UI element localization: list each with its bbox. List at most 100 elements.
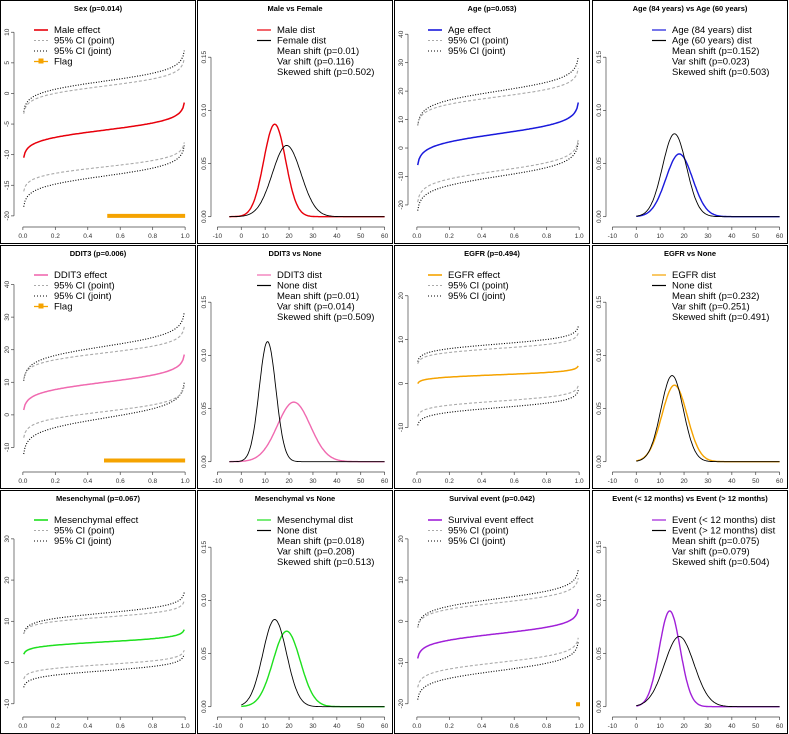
density-line (241, 630, 385, 708)
y-tick-label: -10 (4, 150, 11, 160)
x-tick-label: 50 (357, 723, 365, 730)
chart-panel-11: Survival event (p=0.042) -20 -10 0 10 20 0.0 0.… (394, 490, 590, 734)
ci-joint-upper-line (23, 592, 185, 634)
stat-annotation: Mean shift (p=0.018) (277, 536, 364, 547)
stat-annotation: Skewed shift (p=0.502) (277, 67, 374, 78)
chart-title: Event (< 12 months) vs Event (> 12 month… (612, 494, 768, 503)
y-tick-label: 0.00 (596, 210, 603, 223)
chart-title: Survival event (p=0.042) (449, 494, 535, 503)
x-tick-label: 0.2 (445, 233, 454, 240)
x-tick-label: 0.2 (445, 723, 454, 730)
stat-annotation: Skewed shift (p=0.504) (672, 557, 769, 568)
x-tick-label: 50 (752, 723, 760, 730)
panel-frame (0, 245, 196, 489)
x-tick-label: 0.6 (116, 723, 125, 730)
chart-panel-6: DDIT3 vs None 0.00 0.05 0.10 0.15 -10 0 10 20 30 4… (197, 245, 393, 489)
effect-line (416, 608, 580, 659)
y-tick-label: 0.15 (201, 541, 208, 554)
y-tick-label: 0.05 (201, 402, 208, 415)
y-tick-label: 0.05 (201, 647, 208, 660)
x-tick-label: 0.2 (445, 478, 454, 485)
x-tick-label: 30 (704, 233, 712, 240)
y-tick-label: -10 (398, 657, 405, 667)
chart-title: Male vs Female (267, 4, 322, 13)
x-tick-label: 60 (776, 723, 784, 730)
chart-panel-9: Mesenchymal (p=0.067) -10 0 10 20 30 0.0 0.2 0.4… (0, 490, 196, 734)
legend-entry: DDIT3 dist (277, 270, 322, 281)
y-tick-label: 0 (4, 91, 11, 95)
x-tick-label: 1.0 (575, 723, 584, 730)
legend-entry: None dist (672, 281, 712, 292)
legend-entry: Age (60 years) dist (672, 36, 752, 47)
x-tick-label: 30 (309, 478, 317, 485)
chart-svg: Age (84 years) vs Age (60 years) 0.00 0.05… (592, 0, 788, 244)
stat-annotation: Var shift (p=0.079) (672, 547, 750, 558)
x-tick-label: 50 (752, 233, 760, 240)
ci-point-lower-line (417, 385, 579, 417)
density-line (636, 636, 780, 708)
y-tick-label: 0 (398, 146, 405, 150)
y-tick-label: 0.00 (201, 700, 208, 713)
x-tick-label: 20 (680, 233, 688, 240)
chart-panel-12: Event (< 12 months) vs Event (> 12 month… (592, 490, 788, 734)
ci-joint-upper-line (417, 56, 579, 126)
x-tick-label: 0.0 (412, 233, 421, 240)
x-tick-label: 0.4 (83, 723, 92, 730)
x-tick-label: 40 (333, 478, 341, 485)
x-tick-label: 0.2 (51, 478, 60, 485)
chart-title: DDIT3 (p=0.006) (70, 249, 127, 258)
x-tick-label: 0.6 (510, 233, 519, 240)
x-tick-label: 30 (704, 478, 712, 485)
x-tick-label: 0 (239, 478, 243, 485)
chart-panel-2: Male vs Female 0.00 0.05 0.10 0.15 -10 0 10 20 30… (197, 0, 393, 244)
legend-entry: None dist (277, 281, 317, 292)
x-tick-label: 40 (728, 478, 736, 485)
y-tick-label: 0.15 (201, 296, 208, 309)
y-tick-label: -20 (398, 699, 405, 709)
x-tick-label: 0.8 (148, 233, 157, 240)
x-tick-label: 0.6 (510, 478, 519, 485)
y-tick-label: 40 (398, 30, 405, 38)
chart-svg: EGFR vs None 0.00 0.05 0.10 0.15 -10 0 10 20 30 40… (592, 245, 788, 489)
y-tick-label: 20 (398, 535, 405, 543)
stat-annotation: Skewed shift (p=0.509) (277, 312, 374, 323)
x-tick-label: 40 (728, 233, 736, 240)
density-line (241, 619, 385, 708)
legend-entry: Age effect (448, 25, 491, 36)
stat-annotation: Mean shift (p=0.152) (672, 46, 759, 57)
density-line (229, 341, 385, 463)
legend-entry: Event (< 12 months) dist (672, 515, 776, 526)
chart-title: Mesenchymal vs None (255, 494, 335, 503)
y-tick-label: 30 (4, 313, 11, 321)
chart-svg: DDIT3 vs None 0.00 0.05 0.10 0.15 -10 0 10 20 30 4… (197, 245, 393, 489)
y-tick-label: 0.00 (596, 455, 603, 468)
legend-entry: 95% CI (point) (448, 36, 509, 47)
ci-joint-upper-line (23, 50, 185, 112)
stat-annotation: Var shift (p=0.116) (277, 57, 354, 68)
y-tick-label: 0.00 (596, 700, 603, 713)
x-tick-label: 0.6 (116, 478, 125, 485)
legend-entry: 95% CI (point) (448, 281, 509, 292)
density-line (636, 375, 780, 463)
legend-entry: 95% CI (point) (54, 526, 115, 537)
stat-annotation: Skewed shift (p=0.513) (277, 557, 374, 568)
x-tick-label: 50 (357, 478, 365, 485)
ci-point-lower-line (417, 139, 579, 203)
chart-title: Sex (p=0.014) (74, 4, 123, 13)
legend-entry: DDIT3 effect (54, 270, 108, 281)
flag-marker (576, 702, 581, 707)
x-tick-label: 10 (262, 233, 270, 240)
stat-annotation: Var shift (p=0.023) (672, 57, 750, 68)
stat-annotation: Mean shift (p=0.075) (672, 536, 759, 547)
chart-svg: Male vs Female 0.00 0.05 0.10 0.15 -10 0 10 20 30… (197, 0, 393, 244)
y-tick-label: 0.15 (596, 296, 603, 309)
chart-svg: Sex (p=0.014) -20 -15 -10 -5 0 5 10 0.0 0.2 0.4 0.6… (0, 0, 196, 244)
x-tick-label: 50 (752, 478, 760, 485)
x-tick-label: 0.4 (477, 723, 486, 730)
x-tick-label: 1.0 (575, 233, 584, 240)
y-tick-label: 0.05 (596, 647, 603, 660)
x-tick-label: 10 (657, 723, 665, 730)
legend-entry: Age (84 years) dist (672, 25, 752, 36)
x-tick-label: 1.0 (181, 723, 190, 730)
